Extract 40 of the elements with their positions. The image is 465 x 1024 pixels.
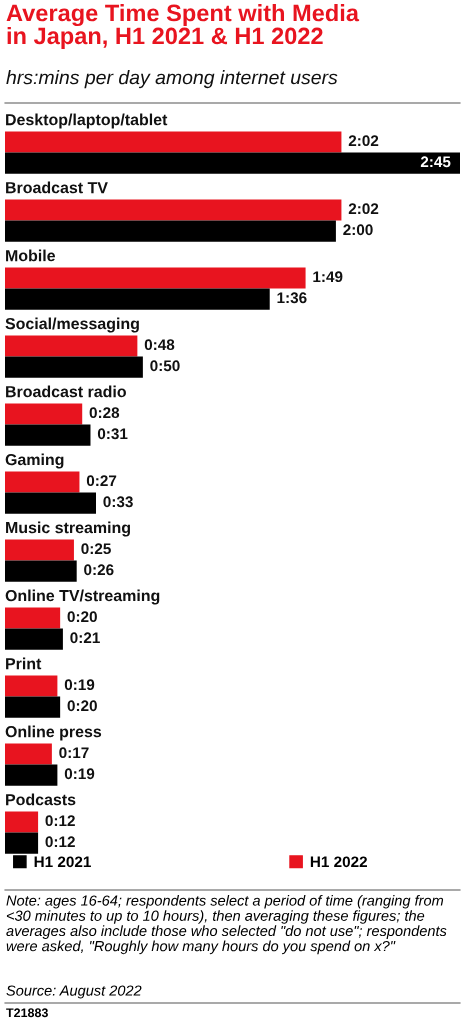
- data-label: 2:45: [420, 156, 451, 168]
- y-tick-label: Broadcast TV: [6, 181, 108, 194]
- text: T21883: [6, 1008, 48, 1018]
- y-tick-label: Music streaming: [6, 521, 130, 537]
- data-label: 0:33: [103, 496, 133, 508]
- data-label: 1:36: [277, 292, 307, 304]
- data-label: 0:25: [81, 543, 111, 555]
- y-tick-label: Online press: [5, 725, 102, 741]
- source-note: Source: August 2022: [6, 985, 142, 999]
- data-label: 0:21: [70, 632, 100, 644]
- data-label: 2:00: [343, 224, 373, 236]
- legend-label: H1 2022: [310, 856, 367, 868]
- data-label: 0:26: [84, 564, 114, 576]
- data-label: 0:31: [97, 428, 128, 440]
- data-label: 0:28: [89, 407, 120, 419]
- data-label: 0:12: [45, 836, 75, 848]
- data-label: 2:02: [348, 203, 379, 215]
- data-label: 0:17: [59, 747, 89, 759]
- legend-label: H1 2021: [34, 856, 91, 868]
- y-tick-label: Desktop/laptop/tablet: [6, 113, 168, 129]
- y-tick-label: Podcasts: [6, 793, 76, 806]
- data-label: 0:48: [144, 339, 175, 351]
- y-tick-label: Broadcast radio: [6, 385, 126, 398]
- y-tick-label: Gaming: [5, 453, 64, 469]
- chart-subtitle: hrs:mins per day among internet users: [6, 70, 338, 89]
- data-label: 0:19: [64, 679, 95, 691]
- y-tick-label: Social/messaging: [5, 317, 139, 333]
- data-label: 0:50: [150, 360, 180, 372]
- data-label: 0:27: [86, 475, 117, 487]
- y-tick-label: Online TV/streaming: [5, 589, 160, 605]
- data-label: 0:19: [64, 768, 95, 780]
- data-label: 1:49: [313, 271, 343, 283]
- chart-title: Average Time Spent with Media in Japan, H1 2021 & H1 2022: [6, 4, 360, 49]
- data-label: 0:12: [45, 815, 75, 827]
- data-label: 0:20: [67, 700, 97, 712]
- y-tick-label: Mobile: [6, 249, 56, 262]
- y-tick-label: Print: [6, 657, 42, 670]
- text: Note: ages 16-64; respondents select a period of time (ranging from <30 minutes to up to 10 hours), then averaging these figures; the averages also include those who selected "do not use"; respondents were asked, "Roughly how many hours do you spend on x?": [6, 895, 447, 955]
- data-label: 2:02: [348, 135, 379, 147]
- data-label: 0:20: [67, 611, 97, 623]
